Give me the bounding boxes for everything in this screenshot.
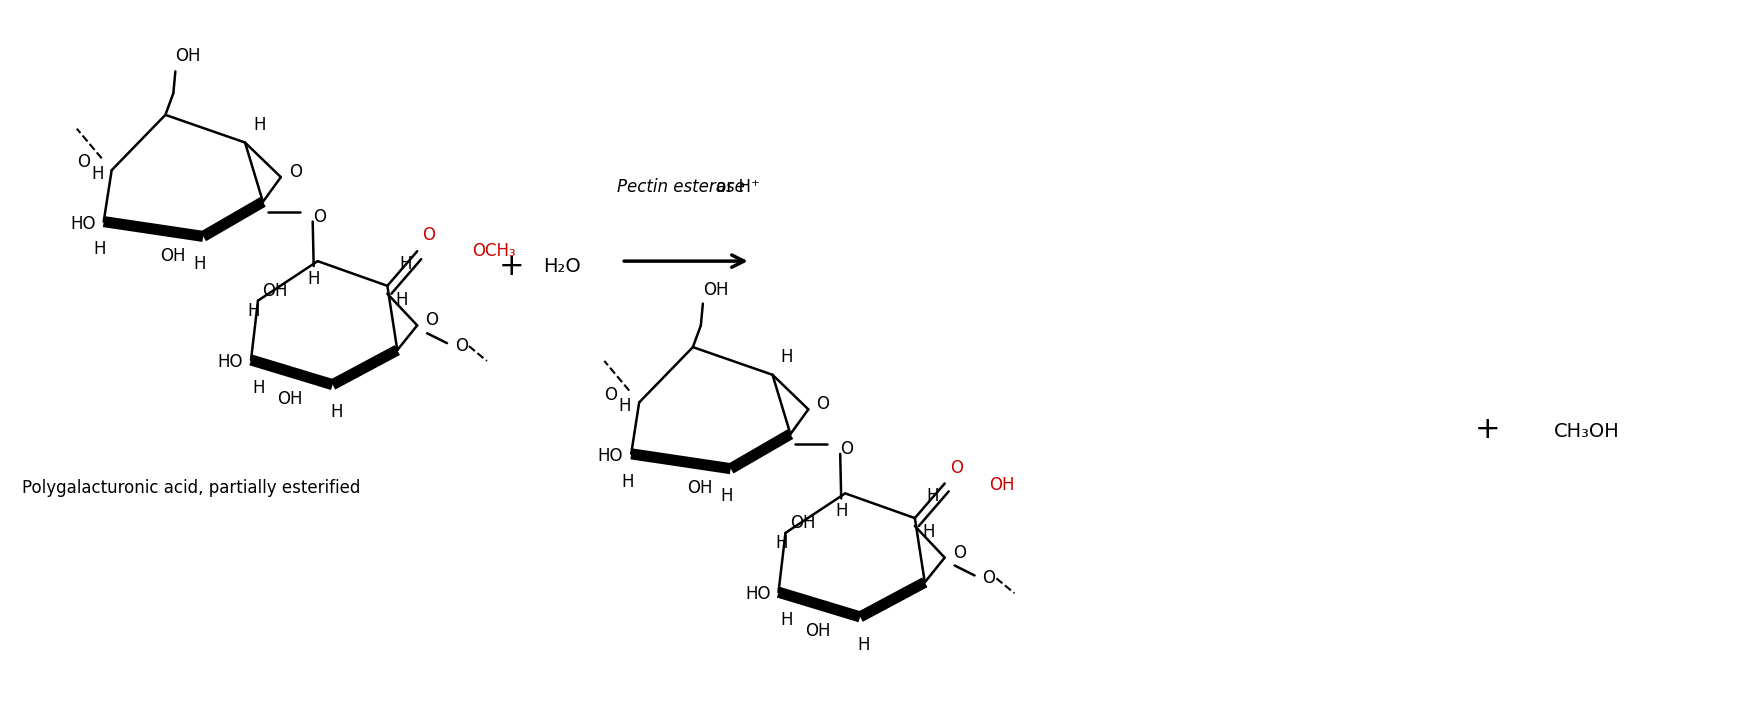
Text: O: O xyxy=(455,337,467,355)
Text: OH: OH xyxy=(277,389,303,408)
Text: H: H xyxy=(93,240,106,258)
Text: OCH₃: OCH₃ xyxy=(472,242,515,260)
Text: H: H xyxy=(330,404,342,421)
Text: +: + xyxy=(1474,415,1500,443)
Text: H: H xyxy=(252,379,264,396)
Text: OH: OH xyxy=(688,479,712,498)
Text: H: H xyxy=(621,473,633,491)
Text: O: O xyxy=(289,163,301,181)
Text: H: H xyxy=(192,255,206,273)
Text: HO: HO xyxy=(217,353,243,371)
Text: Polygalacturonic acid, partially esterified: Polygalacturonic acid, partially esterif… xyxy=(23,479,360,498)
Text: Pectin esterase: Pectin esterase xyxy=(617,178,746,196)
Text: CH₃OH: CH₃OH xyxy=(1553,421,1620,441)
Text: H: H xyxy=(619,397,631,416)
Text: H: H xyxy=(776,534,788,552)
Text: O: O xyxy=(425,312,439,329)
Text: H: H xyxy=(398,255,413,273)
Text: +: + xyxy=(499,252,525,281)
Text: H: H xyxy=(307,270,319,288)
Text: OH: OH xyxy=(989,476,1015,495)
Text: H: H xyxy=(781,348,793,366)
Text: OH: OH xyxy=(804,622,830,640)
Text: O: O xyxy=(841,440,853,458)
Text: O: O xyxy=(816,396,829,414)
Text: O: O xyxy=(950,458,963,477)
Text: O: O xyxy=(605,386,617,404)
Text: H: H xyxy=(781,611,793,629)
Text: H: H xyxy=(859,635,871,654)
Text: OH: OH xyxy=(175,46,201,65)
Text: O: O xyxy=(421,227,435,245)
Text: HO: HO xyxy=(598,447,624,465)
Text: OH: OH xyxy=(703,281,728,299)
Text: H: H xyxy=(836,502,848,520)
Text: O: O xyxy=(952,544,966,562)
Text: O: O xyxy=(78,153,90,171)
Text: OH: OH xyxy=(263,282,287,299)
Text: H: H xyxy=(721,488,733,506)
Text: H: H xyxy=(922,523,936,541)
Text: H₂O: H₂O xyxy=(543,257,580,275)
Text: O: O xyxy=(982,570,996,588)
Text: or H⁺: or H⁺ xyxy=(710,178,760,196)
Text: H: H xyxy=(395,291,407,309)
Text: HO: HO xyxy=(71,215,95,232)
Text: OH: OH xyxy=(160,247,185,265)
Text: H: H xyxy=(249,302,261,319)
Text: HO: HO xyxy=(746,585,770,603)
Text: OH: OH xyxy=(790,514,815,532)
Text: H: H xyxy=(252,116,266,134)
Text: H: H xyxy=(927,488,940,506)
Text: H: H xyxy=(92,165,104,183)
Text: O: O xyxy=(312,207,326,225)
